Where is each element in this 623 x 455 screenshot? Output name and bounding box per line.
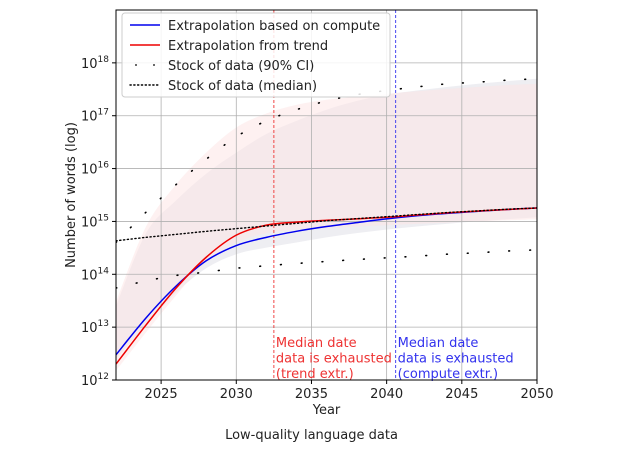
legend-entry: Extrapolation based on compute [130,19,380,34]
exhaustion-label-line: data is exhausted [398,352,514,367]
ci-bound-lower [116,249,537,289]
x-axis-ticks: 2025 2030 2035 2040 2045 2050 [145,380,554,402]
legend-entry: Stock of data (median) [129,79,317,94]
y-tick-label: 1014 [81,266,109,283]
exhaustion-label-line: (trend extr.) [276,367,354,382]
exhaustion-label-line: Median date [398,336,479,351]
exhaustion-label-line: (compute extr.) [398,367,498,382]
legend-label: Stock of data (median) [168,79,317,94]
y-tick-label: 1012 [81,372,109,389]
exhaustion-label-line: data is exhausted [276,352,392,367]
chart-caption: Low-quality language data [225,428,398,443]
legend-swatch [153,64,155,66]
x-tick-label: 2025 [145,387,178,402]
y-tick-label: 1016 [81,161,109,178]
y-axis-ticks: 1012 1013 1014 1015 1016 1017 1018 [81,55,116,389]
legend-label: Extrapolation from trend [168,39,328,54]
legend: Extrapolation based on compute Extrapolat… [121,12,391,98]
legend-label: Extrapolation based on compute [168,19,380,34]
y-tick-label: 1017 [81,108,109,125]
x-tick-label: 2050 [520,387,553,402]
series-lines [116,77,537,365]
y-tick-label: 1018 [81,55,109,72]
plot-frame [115,9,538,381]
x-tick-label: 2045 [445,387,478,402]
exhaustion-label-line: Median date [276,336,357,351]
y-tick-label: 1015 [81,213,109,230]
x-tick-label: 2040 [370,387,403,402]
legend-entry: Extrapolation from trend [130,39,328,54]
legend-entry: Stock of data (90% CI) [135,59,314,74]
legend-swatch [135,64,137,66]
legend-box [121,12,391,98]
y-tick-label: 1013 [81,319,109,336]
x-tick-label: 2030 [220,387,253,402]
y-axis-label: Number of words (log) [64,122,79,268]
legend-label: Stock of data (90% CI) [168,59,314,74]
series-line-median-stock [116,207,537,242]
x-axis-label: Year [312,403,341,418]
x-tick-label: 2035 [295,387,328,402]
